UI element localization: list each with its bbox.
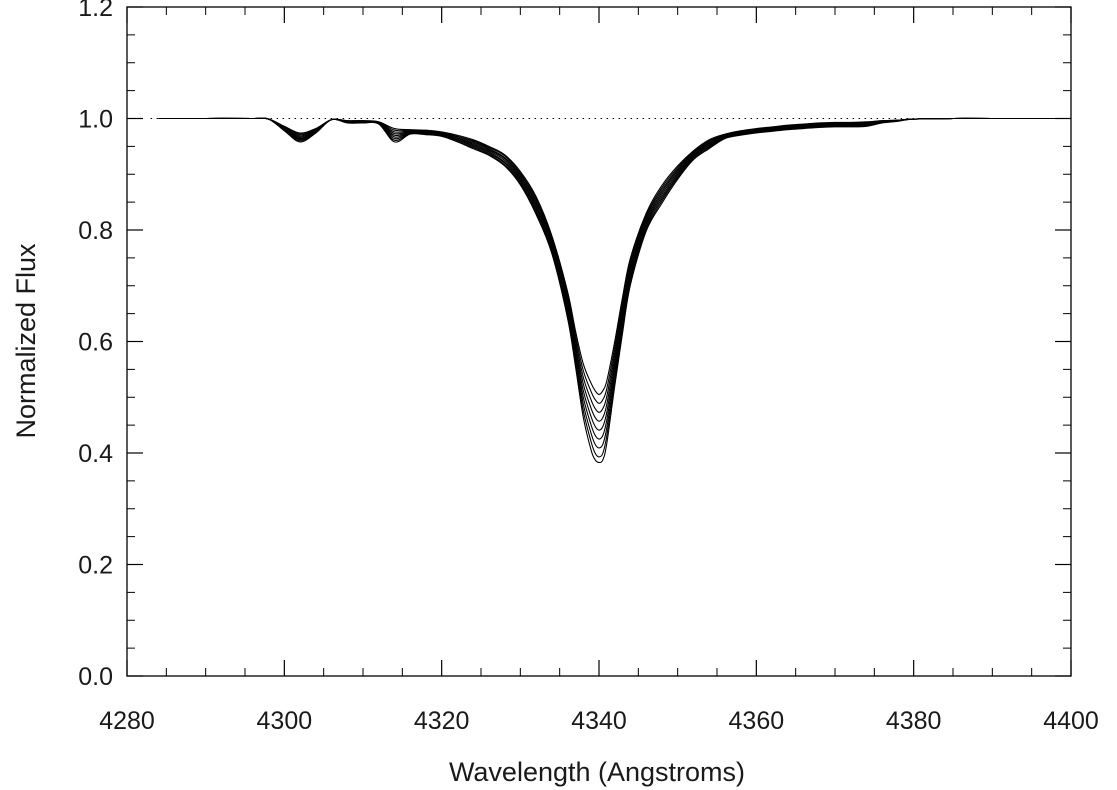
spectrum-line-1 (158, 118, 1055, 394)
x-tick-label: 4360 (729, 707, 785, 735)
spectrum-line-6 (158, 118, 1055, 439)
tick-labels: 4280 4300 4320 4340 4360 4380 4400 0.0 0.2 0.4 0.6… (78, 0, 1099, 735)
spectrum-line-4 (158, 118, 1055, 421)
x-tick-label: 4400 (1043, 707, 1099, 735)
y-tick-label: 1.0 (78, 106, 113, 134)
plot-frame (127, 7, 1071, 676)
x-tick-label: 4320 (414, 707, 470, 735)
spectrum-line-3 (158, 118, 1055, 412)
x-axis-title: Wavelength (Angstroms) (449, 757, 745, 787)
x-tick-label: 4300 (257, 707, 313, 735)
x-tick-label: 4340 (571, 707, 627, 735)
y-tick-label: 0.6 (78, 329, 113, 357)
x-tick-label: 4280 (99, 707, 155, 735)
y-tick-label: 1.2 (78, 0, 113, 22)
y-tick-label: 0.0 (78, 663, 113, 691)
y-tick-label: 0.2 (78, 552, 113, 580)
spectrum-line-2 (158, 118, 1055, 403)
axis-ticks (127, 7, 1071, 676)
y-tick-label: 0.4 (78, 440, 113, 468)
x-tick-label: 4380 (886, 707, 942, 735)
y-tick-label: 0.8 (78, 217, 113, 245)
series-layer (158, 118, 1055, 462)
y-axis-title: Normalized Flux (11, 243, 41, 439)
spectrum-line-5 (158, 118, 1055, 430)
